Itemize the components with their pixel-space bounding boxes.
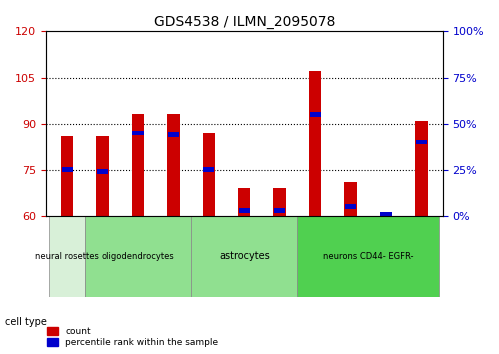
- Bar: [309, 72, 321, 216]
- Bar: [273, 188, 286, 216]
- Bar: [345, 204, 356, 209]
- Bar: [344, 182, 357, 216]
- Bar: [239, 208, 250, 213]
- Text: neural rosettes: neural rosettes: [35, 252, 99, 261]
- Legend: count, percentile rank within the sample: count, percentile rank within the sample: [44, 324, 221, 349]
- Bar: [85, 216, 191, 297]
- Bar: [274, 208, 285, 213]
- Bar: [415, 121, 428, 216]
- Bar: [416, 140, 427, 144]
- Text: cell type: cell type: [5, 317, 47, 327]
- Bar: [380, 212, 392, 216]
- Bar: [191, 216, 297, 297]
- Bar: [49, 216, 85, 297]
- Bar: [96, 136, 109, 216]
- Bar: [168, 132, 179, 137]
- Text: neurons CD44- EGFR-: neurons CD44- EGFR-: [323, 252, 414, 261]
- Bar: [61, 167, 73, 172]
- Title: GDS4538 / ILMN_2095078: GDS4538 / ILMN_2095078: [154, 15, 335, 29]
- Bar: [203, 133, 215, 216]
- Bar: [61, 136, 73, 216]
- Bar: [380, 213, 392, 216]
- Text: astrocytes: astrocytes: [219, 251, 269, 261]
- Text: oligodendrocytes: oligodendrocytes: [102, 252, 174, 261]
- Bar: [297, 216, 439, 297]
- Bar: [309, 112, 321, 117]
- Bar: [238, 188, 250, 216]
- Bar: [132, 131, 144, 135]
- Bar: [97, 169, 108, 174]
- Bar: [203, 167, 215, 172]
- Bar: [132, 114, 144, 216]
- Bar: [167, 114, 180, 216]
